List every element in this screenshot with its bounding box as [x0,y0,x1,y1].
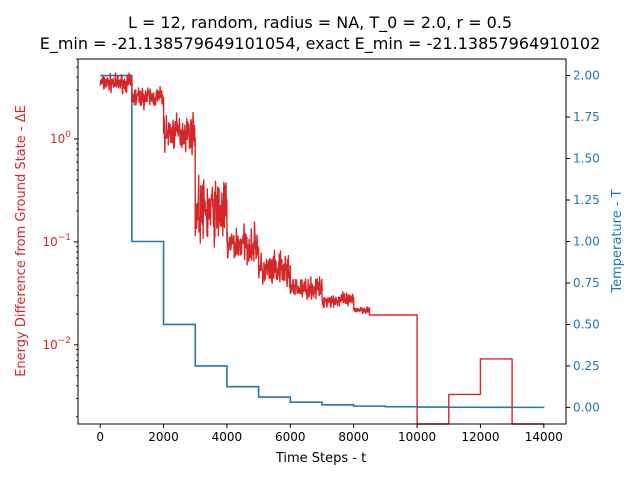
right-tick-label: 1.50 [573,152,600,166]
x-tick-label: 12000 [461,430,499,444]
energy-line [99,72,544,425]
right-tick-label: 0.75 [573,276,600,290]
left-tick-label: 10−2 [42,336,71,352]
x-tick-label: 2000 [148,430,179,444]
left-axis: 100 10−1 10−2 [42,58,78,418]
left-tick-label: 100 [50,130,71,146]
right-tick-label: 2.00 [573,69,600,83]
left-axis-label: Energy Difference from Ground State - ΔE [14,105,29,377]
x-tick-label: 4000 [212,430,243,444]
x-axis: 0 2000 4000 6000 8000 10000 12000 14000 [96,424,563,444]
x-tick-label: 10000 [398,430,436,444]
right-tick-label: 0.50 [573,317,600,331]
right-tick-label: 0.00 [573,400,600,414]
right-tick-label: 1.25 [573,193,600,207]
x-tick-label: 8000 [338,430,369,444]
chart-title-line1: L = 12, random, radius = NA, T_0 = 2.0, … [128,13,512,33]
x-tick-label: 6000 [275,430,306,444]
temperature-line [100,74,545,409]
right-tick-label: 1.00 [573,235,600,249]
right-axis: 0.00 0.25 0.50 0.75 1.00 1.25 1.50 1.75 2.00 [566,69,600,414]
temperature-series [100,74,545,409]
x-tick-label: 0 [96,430,104,444]
right-tick-label: 1.75 [573,110,600,124]
energy-series [99,72,544,425]
right-axis-label: Temperature - T [610,189,625,293]
chart-title-line2: E_min = -21.138579649101054, exact E_min… [40,34,601,54]
left-tick-label: 10−1 [42,233,71,249]
right-tick-label: 0.25 [573,359,600,373]
x-tick-label: 14000 [525,430,563,444]
x-axis-label: Time Steps - t [275,451,366,466]
